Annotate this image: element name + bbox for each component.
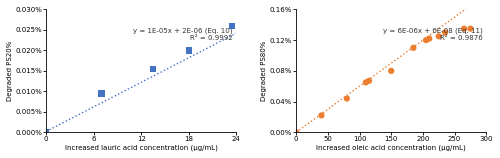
Point <box>365 80 373 82</box>
Point <box>343 97 351 100</box>
Point <box>184 49 192 52</box>
Y-axis label: Degraded PS20%: Degraded PS20% <box>7 41 13 101</box>
Point <box>228 24 236 27</box>
X-axis label: Increased oleic acid concentration (μg/mL): Increased oleic acid concentration (μg/m… <box>316 145 466 151</box>
Point <box>292 131 300 134</box>
Y-axis label: Degraded PS80%: Degraded PS80% <box>262 41 268 101</box>
Point <box>460 27 468 30</box>
Text: y = 1E-05x + 2E-06 (Eq. 10)
R² = 0.9992: y = 1E-05x + 2E-06 (Eq. 10) R² = 0.9992 <box>133 28 232 41</box>
Point <box>149 68 157 70</box>
Point <box>318 114 326 117</box>
Text: y = 6E-06x + 6E-08 (Eq. 11)
R² = 0.9876: y = 6E-06x + 6E-08 (Eq. 11) R² = 0.9876 <box>383 28 482 41</box>
Point <box>410 47 418 49</box>
Point <box>362 81 370 84</box>
Point <box>466 27 474 30</box>
Point <box>425 37 433 40</box>
X-axis label: Increased lauric acid concentration (μg/mL): Increased lauric acid concentration (μg/… <box>64 145 218 151</box>
Point <box>42 131 50 134</box>
Point <box>435 35 443 38</box>
Point <box>422 39 430 41</box>
Point <box>387 70 395 72</box>
Point <box>441 31 449 34</box>
Point <box>98 92 106 95</box>
